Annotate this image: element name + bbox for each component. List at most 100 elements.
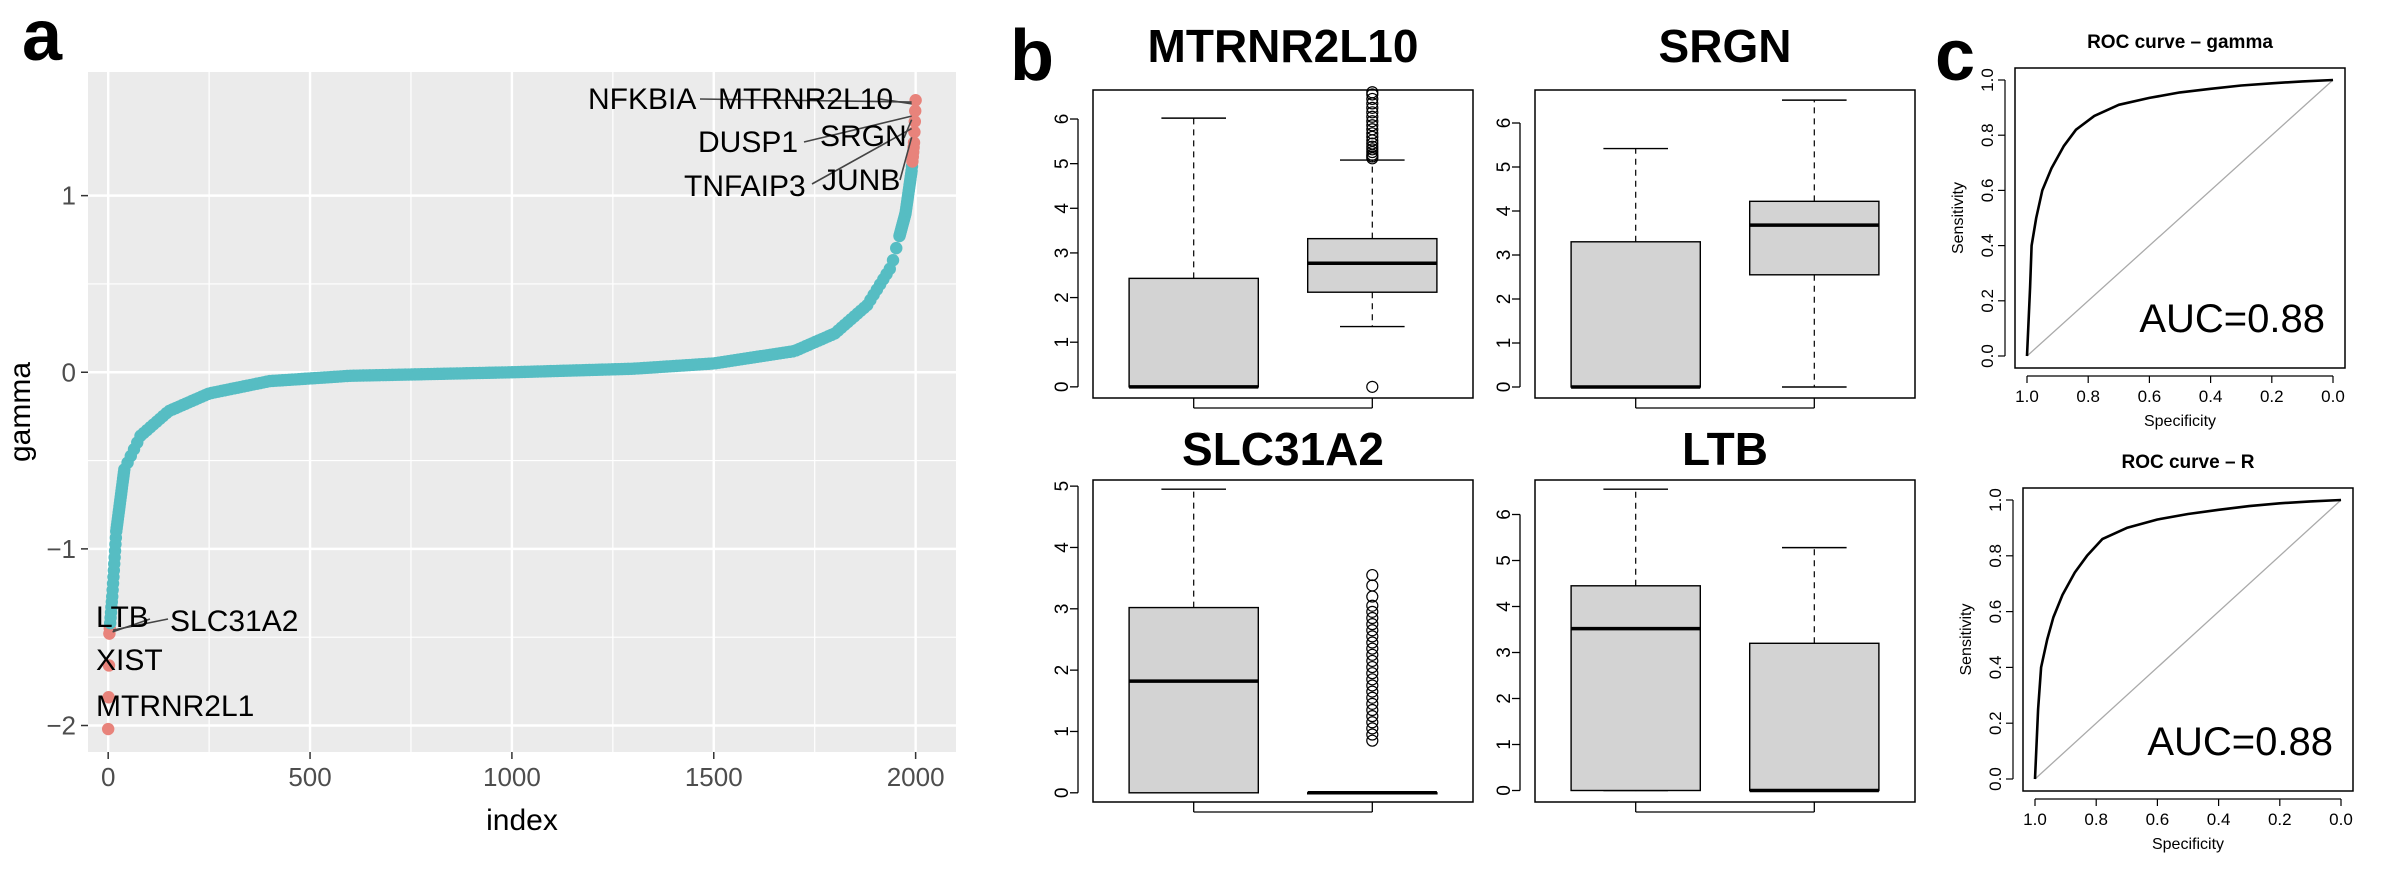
- outlier-point: [1366, 618, 1379, 631]
- roc-y-tick-label: 0.6: [1978, 179, 1997, 203]
- tick-label-x: 1500: [685, 762, 743, 792]
- roc-diagonal: [2034, 499, 2342, 780]
- outlier-point: [1366, 636, 1379, 649]
- gene-label: XIST: [96, 644, 163, 677]
- y-tick-label: 0: [1052, 788, 1073, 799]
- highlight-point: [908, 115, 922, 128]
- outlier-point: [1366, 380, 1379, 393]
- y-tick-label: 3: [1494, 250, 1515, 261]
- boxplot-title: SRGN: [1659, 20, 1792, 72]
- tick-label-y: −1: [46, 534, 76, 564]
- y-tick-label: 2: [1052, 292, 1073, 303]
- y-tick-label: 0: [1494, 785, 1515, 796]
- outlier-point: [1366, 611, 1379, 625]
- panel-letter-c: c: [1935, 16, 1975, 96]
- roc-x-tick-label: 1.0: [2015, 387, 2039, 406]
- roc-y-tick-label: 0.8: [1986, 544, 2005, 568]
- outlier-point: [1366, 722, 1379, 735]
- y-tick-label: 4: [1494, 601, 1515, 612]
- y-tick-label: 5: [1052, 158, 1073, 169]
- roc-y-tick-label: 0.2: [1978, 289, 1997, 313]
- outlier-point: [1366, 642, 1379, 655]
- panel-a-scatter: 0 500 1000 1500 2000 −2 −1 0 1 NFKBIA MTRNR2L10 DU…: [4, 72, 956, 837]
- box-group: [1128, 488, 1259, 794]
- panel-a-points: [101, 94, 922, 736]
- gene-label: SLC31A2: [170, 605, 298, 638]
- gene-label: LTB: [96, 601, 149, 634]
- roc-curve: [2025, 78, 2334, 357]
- y-tick-label: 1: [1052, 726, 1073, 737]
- box-group: [1306, 86, 1438, 393]
- outlier-point: [1366, 648, 1379, 661]
- y-tick-label: 1: [1494, 338, 1515, 349]
- tick-label-y: 0: [62, 357, 76, 387]
- box-iqr: [1748, 642, 1880, 792]
- roc-diagonal: [2026, 79, 2334, 357]
- roc-frame: [2014, 67, 2346, 369]
- roc-title: ROC curve – R: [2121, 452, 2254, 473]
- boxplot-title: LTB: [1682, 423, 1768, 475]
- outlier-point: [1366, 734, 1379, 747]
- roc-y-tick-label: 0.8: [1978, 123, 1997, 147]
- outlier-point: [1366, 673, 1379, 686]
- roc-panel-1: ROC curve – gamma 0.0 0.2 0.4 0.6 0.8 1.0 1.0 0.…: [1950, 32, 2346, 430]
- roc-y-axis-title: Sensitivity: [1958, 603, 1975, 675]
- roc-x-tick-label: 0.6: [2146, 810, 2170, 829]
- outlier-point: [1366, 691, 1379, 704]
- label-leader-line: [811, 127, 913, 185]
- tick-label-x: 0: [101, 762, 115, 792]
- roc-y-tick-label: 0.4: [1986, 656, 2005, 680]
- boxplot-slc31a2: SLC31A2 0 1 2 3 4 5: [1052, 423, 1474, 813]
- outlier-point: [1366, 568, 1379, 582]
- gene-label: SRGN: [820, 120, 907, 153]
- tick-label-y: −2: [46, 711, 76, 741]
- highlight-point: [102, 659, 116, 672]
- tick-label-x: 2000: [887, 762, 945, 792]
- boxplot-ltb: LTB 0 1 2 3 4 5 6: [1494, 423, 1916, 813]
- box-group: [1748, 99, 1880, 388]
- outlier-point: [1366, 92, 1379, 106]
- tick-label-x: 500: [288, 762, 331, 792]
- outlier-point: [1366, 119, 1379, 132]
- panel-c-roc-curves: ROC curve – gamma 0.0 0.2 0.4 0.6 0.8 1.0 1.0 0.…: [1950, 32, 2354, 853]
- panel-a-gene-labels: NFKBIA MTRNR2L10 DUSP1 SRGN TNFAIP3 JUNB LTB SL…: [96, 83, 913, 723]
- data-point: [890, 241, 903, 255]
- y-tick-label: 5: [1494, 555, 1515, 566]
- box-iqr: [1570, 585, 1701, 792]
- label-leader-line: [803, 115, 912, 143]
- panel-a-y-axis-title: gamma: [4, 362, 37, 462]
- panel-a-ticks: 0 500 1000 1500 2000 −2 −1 0 1: [46, 181, 944, 792]
- roc-x-axis-title: Specificity: [2152, 836, 2224, 853]
- boxplot-title: MTRNR2L10: [1148, 20, 1419, 72]
- roc-x-tick-label: 0.8: [2084, 810, 2108, 829]
- outlier-point: [1366, 605, 1379, 618]
- roc-panel-2: ROC curve – R 0.0 0.2 0.4 0.6 0.8 1.0 1.0 0.8 0.6…: [1958, 452, 2354, 853]
- box-group: [1748, 546, 1880, 793]
- roc-y-tick-label: 0.6: [1986, 600, 2005, 624]
- outlier-point: [1366, 630, 1379, 643]
- outlier-point: [1366, 703, 1379, 717]
- gene-label: NFKBIA: [588, 83, 696, 116]
- y-tick-label: 1: [1494, 739, 1515, 750]
- roc-x-tick-label: 0.0: [2329, 810, 2353, 829]
- roc-y-tick-label: 0.2: [1986, 711, 2005, 735]
- outlier-point: [1366, 697, 1379, 710]
- roc-y-tick-label: 0.0: [1978, 344, 1997, 368]
- roc-y-tick-label: 1.0: [1978, 68, 1997, 92]
- box-group: [1570, 488, 1701, 792]
- outlier-point: [1366, 86, 1379, 99]
- panel-letter-b: b: [1010, 16, 1054, 96]
- outlier-point: [1366, 110, 1379, 123]
- panel-letter-a: a: [22, 0, 63, 76]
- outlier-point: [1366, 127, 1379, 140]
- tick-label-y: 1: [62, 181, 76, 211]
- y-tick-label: 3: [1052, 604, 1073, 615]
- outlier-point: [1366, 624, 1379, 637]
- gene-label: JUNB: [822, 164, 900, 197]
- label-leader-line: [903, 119, 913, 139]
- y-tick-label: 2: [1494, 294, 1515, 305]
- gene-label: MTRNR2L1: [96, 690, 254, 723]
- y-tick-label: 4: [1052, 542, 1073, 553]
- roc-x-tick-label: 1.0: [2023, 810, 2047, 829]
